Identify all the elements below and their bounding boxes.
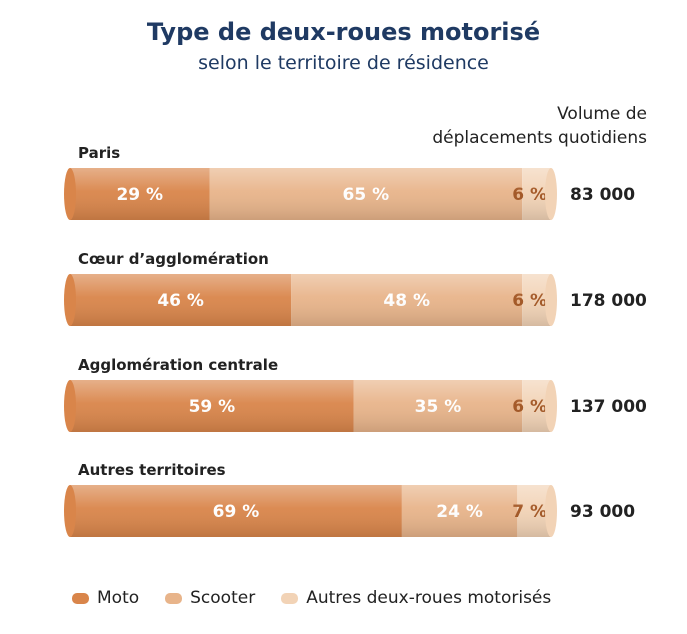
volume-value: 93 000 [570, 502, 635, 522]
chart-subtitle: selon le territoire de résidence [198, 52, 489, 74]
volume-value: 137 000 [570, 397, 647, 417]
bar-right-cap [545, 168, 557, 220]
bar-left-cap [64, 274, 76, 326]
volume-header-line-2: déplacements quotidiens [432, 128, 647, 148]
legend-swatch-scooter [165, 592, 183, 604]
chart-title: Type de deux-roues motorisé [146, 18, 541, 46]
legend-label-scooter: Scooter [190, 588, 256, 608]
volume-header-line-1: Volume de [557, 104, 647, 124]
bar-shading [70, 485, 551, 537]
category-label: Cœur d’agglomération [78, 250, 269, 268]
bar-shading [70, 274, 551, 326]
legend: Moto Scooter Autres deux-roues motorisés [72, 588, 577, 608]
bar-right-cap [545, 485, 557, 537]
category-label: Autres territoires [78, 461, 226, 479]
bar-right-cap [545, 274, 557, 326]
bar-shading [70, 168, 551, 220]
volume-value: 83 000 [570, 185, 635, 205]
legend-swatch-autres [281, 592, 299, 604]
category-label: Paris [78, 144, 120, 162]
bar-right-cap [545, 380, 557, 432]
bar-left-cap [64, 485, 76, 537]
bar-left-cap [64, 380, 76, 432]
category-label: Agglomération centrale [78, 356, 278, 374]
legend-item-autres: Autres deux-roues motorisés [281, 588, 551, 608]
bar-shading [70, 380, 551, 432]
volume-value: 178 000 [570, 291, 647, 311]
legend-label-autres: Autres deux-roues motorisés [306, 588, 552, 608]
legend-label-moto: Moto [97, 588, 140, 608]
volume-header: Volume de déplacements quotidiens [432, 102, 647, 150]
legend-item-moto: Moto [72, 588, 139, 608]
legend-swatch-moto [72, 592, 89, 604]
legend-item-scooter: Scooter [165, 588, 255, 608]
bar-left-cap [64, 168, 76, 220]
